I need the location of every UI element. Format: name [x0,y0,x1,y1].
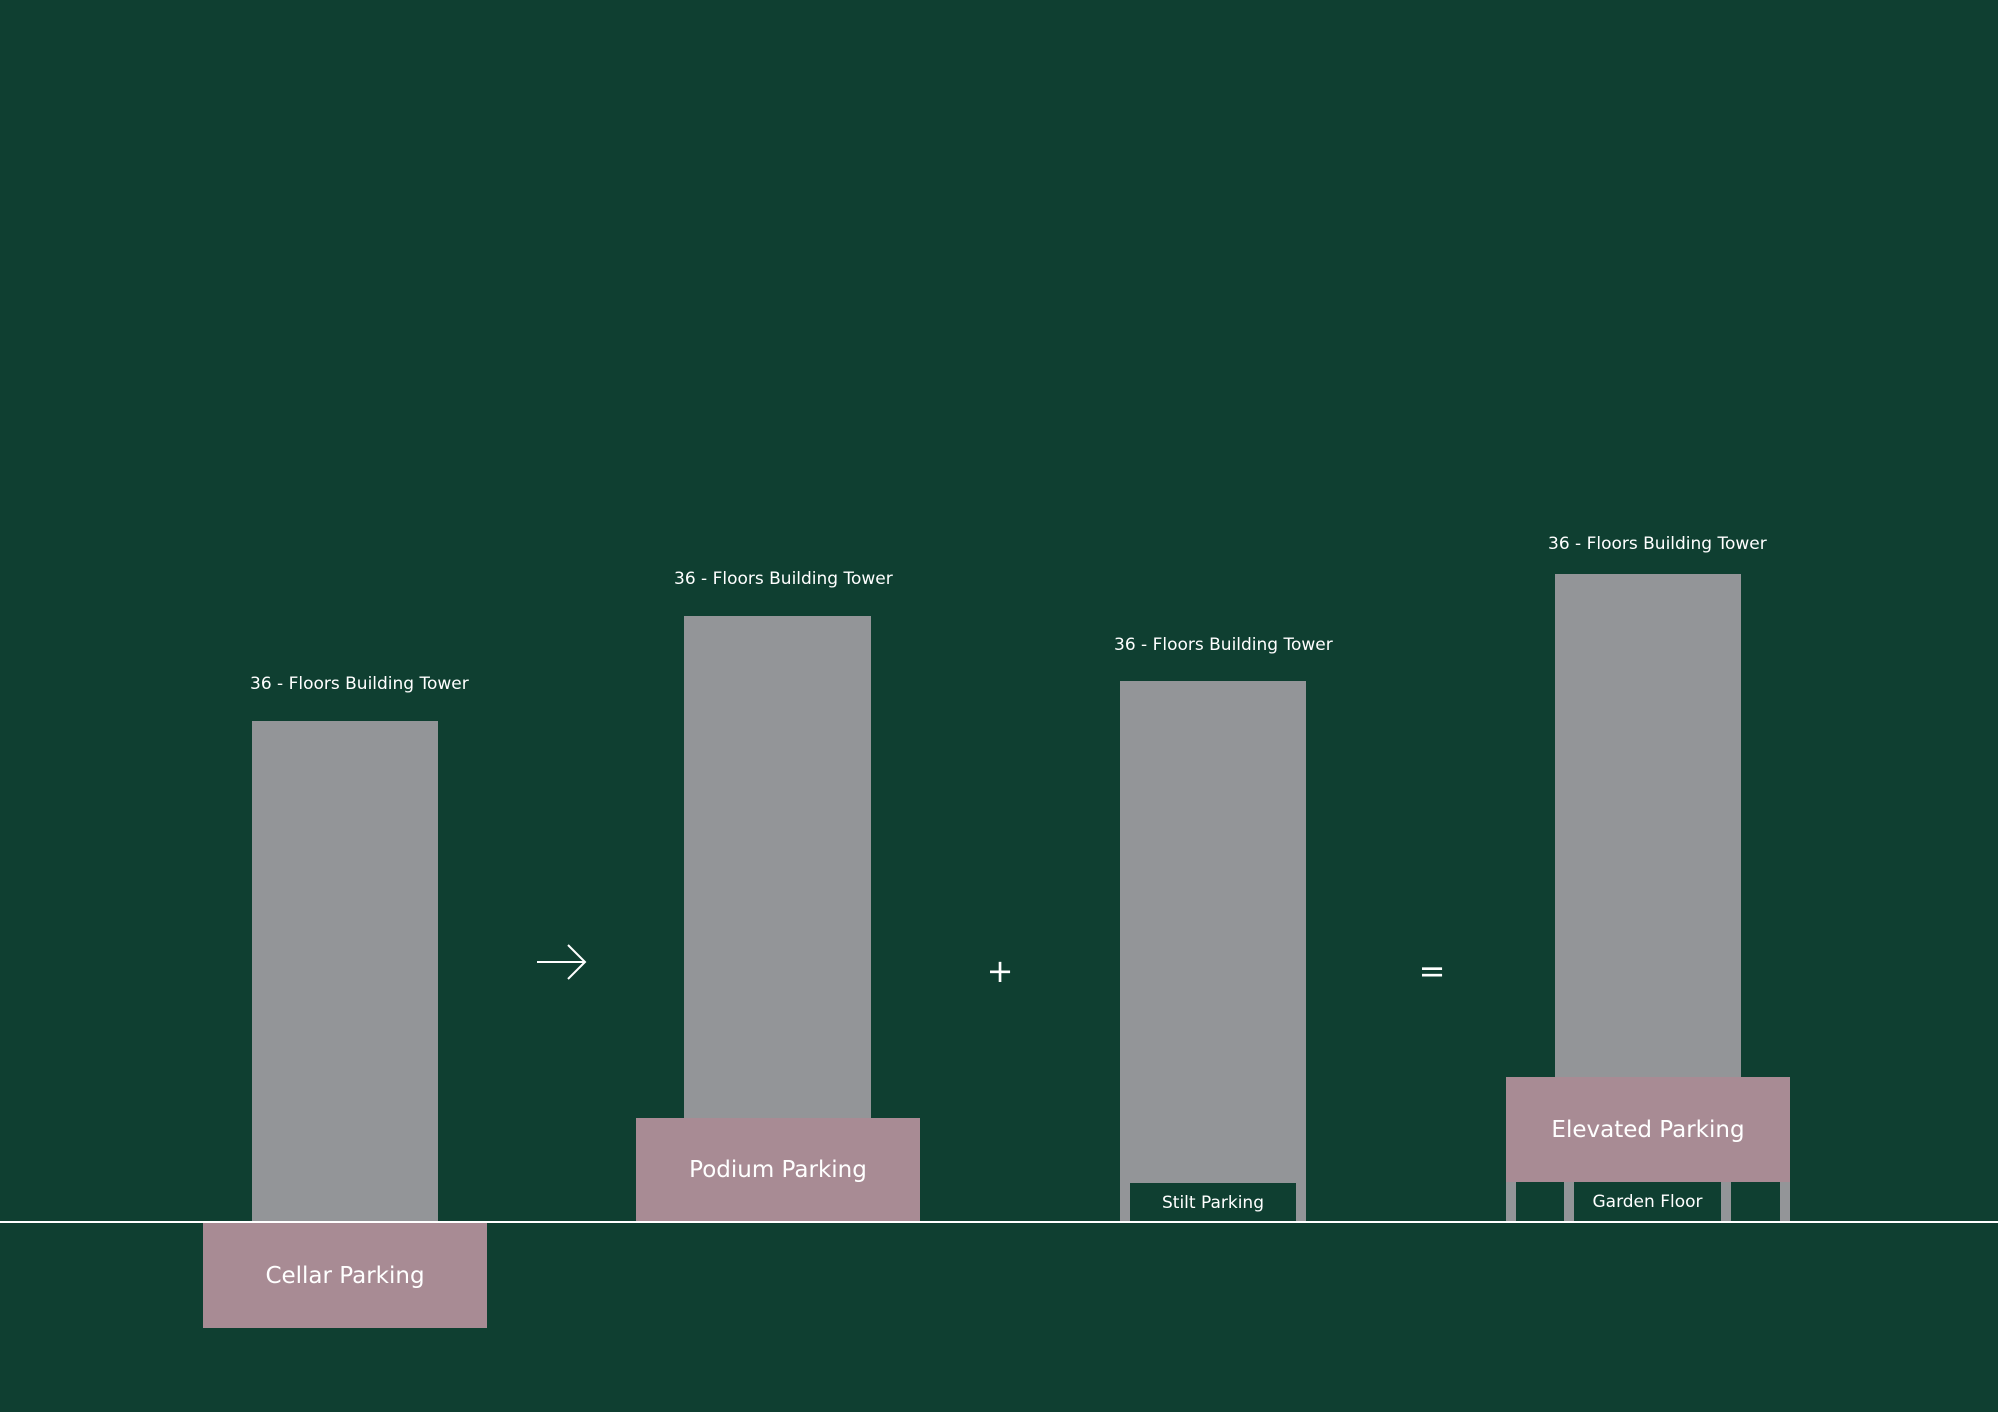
arrow-right-icon [537,944,587,980]
podium-parking-block: Podium Parking [636,1118,920,1222]
tower-cellar [252,721,438,1222]
tower-label-elevated: 36 - Floors Building Tower [1548,534,1767,554]
elevated-parking-block: Elevated Parking [1506,1077,1790,1182]
tower-label-cellar: 36 - Floors Building Tower [250,674,469,694]
frame-border-right [1998,0,2000,1414]
tower-podium [684,616,871,1118]
ground-line [0,1221,2000,1223]
cellar-parking-block: Cellar Parking [203,1223,487,1328]
equals-operator: = [1418,952,1446,990]
tower-label-podium: 36 - Floors Building Tower [674,569,893,589]
tower-label-stilt: 36 - Floors Building Tower [1114,635,1333,655]
tower-stilt [1120,681,1306,1222]
plus-operator: + [986,952,1014,990]
frame-border-bottom [0,1412,2000,1414]
support-pillar [1564,1182,1574,1222]
support-pillar [1506,1182,1516,1222]
support-pillar [1721,1182,1731,1222]
support-pillar [1780,1182,1790,1222]
stilt-parking-level: Stilt Parking [1130,1183,1296,1222]
tower-elevated [1555,574,1741,1077]
garden-floor-level: Garden Floor [1574,1182,1721,1222]
